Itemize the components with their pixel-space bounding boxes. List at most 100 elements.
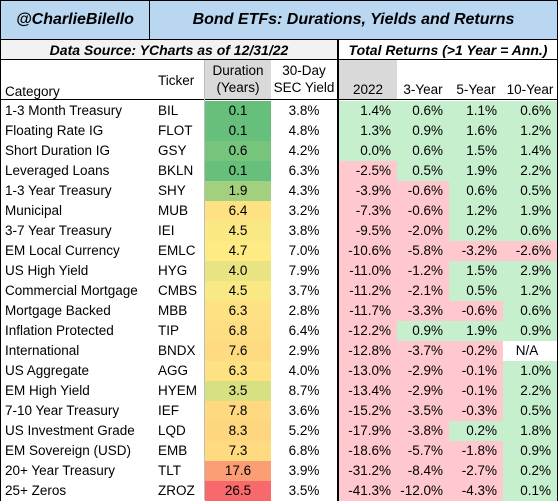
table-row: 1-3 Month Treasury BIL 0.1 3.8% 1.4% 0.6% 1.1%… [1,101,557,121]
category-cell: Municipal [1,201,153,221]
return-3y-cell: -0.6% [397,201,449,221]
duration-cell: 8.3 [205,421,271,441]
table-row: US High Yield HYG 4.0 7.9% -11.0% -1.2% 1.5% 2.… [1,261,557,281]
duration-cell: 17.6 [205,461,271,481]
table-row: 1-3 Year Treasury SHY 1.9 4.3% -3.9% -0.6% 0.6… [1,181,557,201]
ticker-cell: BNDX [153,341,205,361]
duration-cell: 6.4 [205,201,271,221]
return-5y-cell: -0.3% [449,401,503,421]
ticker-cell: FLOT [153,121,205,141]
table-row: US Aggregate AGG 6.3 4.0% -13.0% -2.9% -0.1% 1.… [1,361,557,381]
col-10y: 10-Year [503,60,557,100]
duration-cell: 0.1 [205,121,271,141]
duration-cell: 6.3 [205,301,271,321]
return-10y-cell: 1.0% [503,361,557,381]
return-5y-cell: -0.1% [449,381,503,401]
ticker-cell: EMLC [153,241,205,261]
col-2022-label: 2022 [352,82,384,97]
ticker-cell: TLT [153,461,205,481]
ticker-cell: LQD [153,421,205,441]
return-2022-cell: -17.9% [339,421,397,441]
yield-cell: 3.8% [271,221,337,241]
return-5y-cell: 1.5% [449,141,503,161]
ticker-cell: GSY [153,141,205,161]
return-2022-cell: -13.4% [339,381,397,401]
col-duration: Duration (Years) [205,60,271,100]
return-10y-cell: 2.9% [503,261,557,281]
category-cell: Floating Rate IG [1,121,153,141]
table-row: Municipal MUB 6.4 3.2% -7.3% -0.6% 1.2% 1.9% [1,201,557,221]
ticker-cell: ZROZ [153,481,205,501]
return-5y-cell: 1.2% [449,201,503,221]
returns-title: Total Returns (>1 Year = Ann.) [339,40,557,60]
category-cell: 1-3 Month Treasury [1,101,153,121]
table-row: Commercial Mortgage CMBS 4.5 3.7% -11.2% -2.1… [1,281,557,301]
table-row: 20+ Year Treasury TLT 17.6 3.9% -31.2% -8.4% -… [1,461,557,481]
duration-cell: 0.1 [205,101,271,121]
ticker-cell: IEI [153,221,205,241]
category-cell: Inflation Protected [1,321,153,341]
table-row: Mortgage Backed MBB 6.3 2.8% -11.7% -3.3% -0.6… [1,301,557,321]
table-row: US Investment Grade LQD 8.3 5.2% -17.9% -3.8%… [1,421,557,441]
yield-cell: 4.0% [271,361,337,381]
return-10y-cell: 1.8% [503,421,557,441]
category-cell: US Investment Grade [1,421,153,441]
return-2022-cell: -10.6% [339,241,397,261]
return-10y-cell: 2.2% [503,381,557,401]
yield-cell: 4.8% [271,121,337,141]
duration-cell: 0.6 [205,141,271,161]
table-row: Short Duration IG GSY 0.6 4.2% 0.0% 0.6% 1.5% 1… [1,141,557,161]
yield-cell: 3.9% [271,461,337,481]
return-2022-cell: -11.0% [339,261,397,281]
yield-cell: 2.9% [271,341,337,361]
ticker-cell: EMB [153,441,205,461]
category-cell: 25+ Zeros [1,481,153,501]
twitter-handle: @CharlieBilello [1,1,150,40]
return-10y-cell: 2.2% [503,161,557,181]
return-3y-cell: -12.0% [397,481,449,501]
return-5y-cell: -0.6% [449,301,503,321]
table-row: Leveraged Loans BKLN 0.1 6.3% -2.5% 0.5% 1.9% 2… [1,161,557,181]
col-5y: 5-Year [449,60,503,100]
return-5y-cell: 1.1% [449,101,503,121]
category-cell: 7-10 Year Treasury [1,401,153,421]
category-cell: EM Sovereign (USD) [1,441,153,461]
return-3y-cell: 0.5% [397,161,449,181]
yield-cell: 7.9% [271,261,337,281]
col-ticker-label: Ticker [158,73,195,88]
return-5y-cell: -0.1% [449,361,503,381]
duration-cell: 7.6 [205,341,271,361]
category-cell: Commercial Mortgage [1,281,153,301]
return-5y-cell: 0.6% [449,181,503,201]
col-yield-line2: SEC Yield [273,80,335,95]
return-10y-cell: 0.1% [503,481,557,501]
ticker-cell: MBB [153,301,205,321]
return-10y-cell: 0.9% [503,321,557,341]
yield-cell: 6.8% [271,441,337,461]
return-3y-cell: -2.9% [397,361,449,381]
category-cell: EM Local Currency [1,241,153,261]
duration-cell: 4.5 [205,221,271,241]
return-2022-cell: -12.2% [339,321,397,341]
yield-cell: 4.2% [271,141,337,161]
return-10y-cell: 1.9% [503,201,557,221]
return-5y-cell: -1.8% [449,441,503,461]
return-3y-cell: 0.9% [397,321,449,341]
return-10y-cell: 0.6% [503,221,557,241]
col-duration-line2: (Years) [216,80,260,95]
col-category: Category [1,60,153,100]
category-cell: 3-7 Year Treasury [1,221,153,241]
table-row: EM High Yield HYEM 3.5 8.7% -13.4% -2.9% -0.1%… [1,381,557,401]
return-2022-cell: -2.5% [339,161,397,181]
yield-cell: 4.3% [271,181,337,201]
duration-cell: 7.8 [205,401,271,421]
duration-cell: 26.5 [205,481,271,501]
col-yield-line1: 30-Day [282,63,326,78]
ticker-cell: SHY [153,181,205,201]
ticker-cell: IEF [153,401,205,421]
col-3y-label: 3-Year [403,82,443,97]
return-10y-cell: 1.2% [503,281,557,301]
category-cell: Leveraged Loans [1,161,153,181]
return-3y-cell: -3.5% [397,401,449,421]
